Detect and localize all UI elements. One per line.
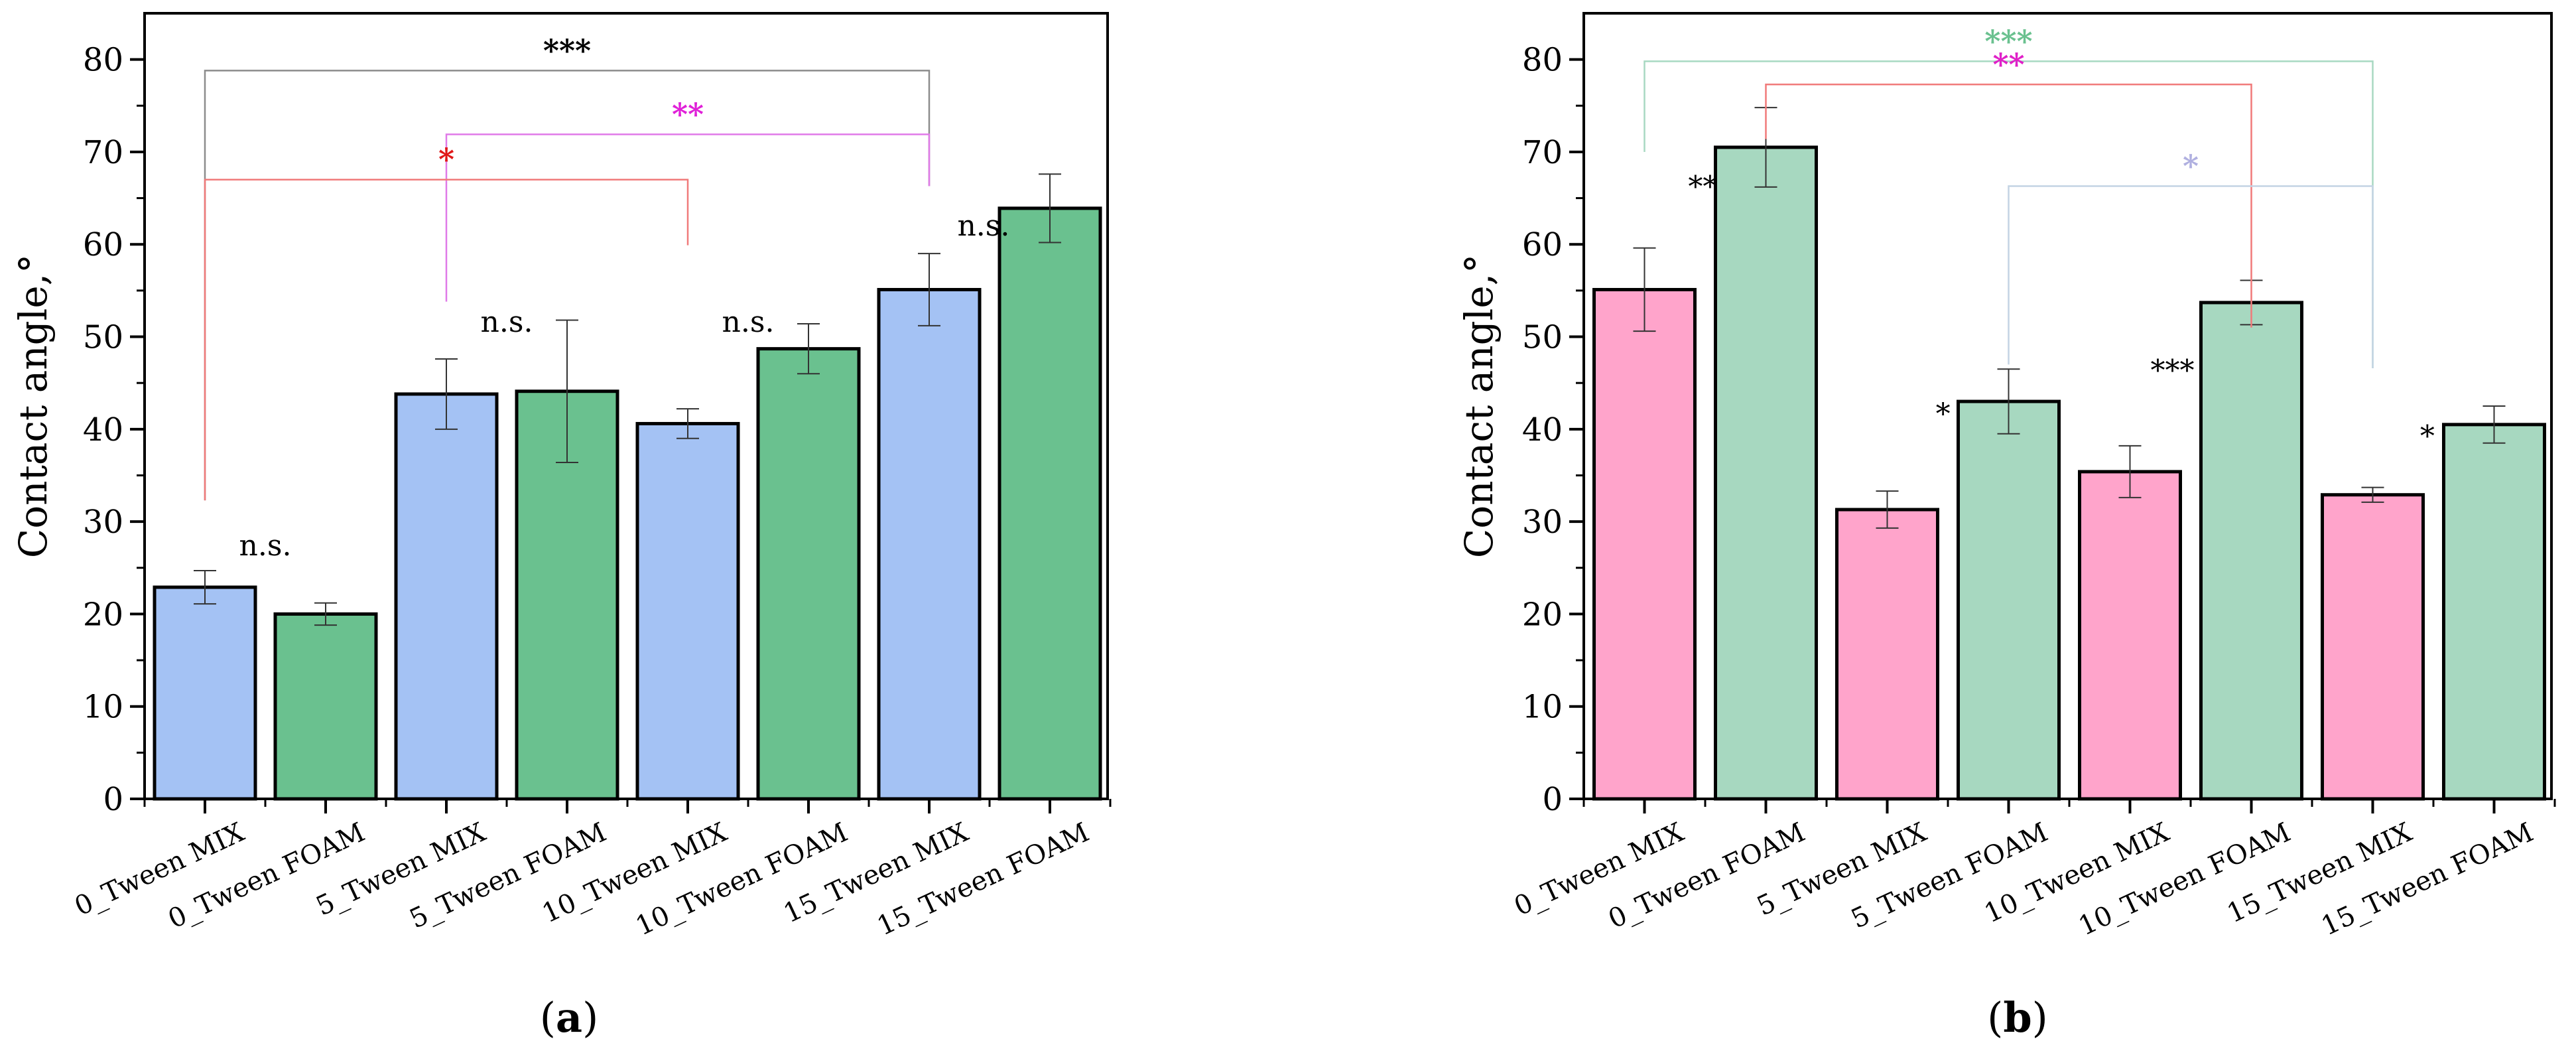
y-tick-label: 80 xyxy=(1522,42,1563,79)
bar xyxy=(1835,508,1939,801)
bar xyxy=(153,585,257,801)
bar xyxy=(1714,145,1818,801)
x-tick-label: 15_Tween FOAM xyxy=(873,817,1094,942)
y-tick-label: 0 xyxy=(1542,781,1563,818)
y-tick-label: 40 xyxy=(83,411,123,449)
bar xyxy=(2199,301,2303,801)
y-tick-label: 40 xyxy=(1522,411,1563,449)
x-tick-label: 10_Tween FOAM xyxy=(2074,817,2295,942)
x-tick-label: 5_Tween FOAM xyxy=(1846,817,2053,934)
bar xyxy=(2078,470,2182,801)
significance-bracket xyxy=(1765,84,2252,328)
y-tick-label: 60 xyxy=(1522,226,1563,263)
y-tick-label: 70 xyxy=(83,134,123,171)
bar xyxy=(394,392,499,801)
bar xyxy=(756,347,861,801)
panel-label-letter: b xyxy=(2003,993,2031,1042)
annotation-text: n.s. xyxy=(957,209,1009,243)
x-tick-label: 0_Tween FOAM xyxy=(164,817,370,934)
y-tick-label: 70 xyxy=(1522,134,1563,171)
panel-label-close: ) xyxy=(582,993,598,1042)
x-tick-label: 10_Tween FOAM xyxy=(631,817,853,942)
y-tick-label: 10 xyxy=(83,689,123,726)
bar xyxy=(877,287,982,801)
significance-label: * xyxy=(438,142,454,178)
annotation-text: ** xyxy=(1688,170,1717,204)
panel-label-open: ( xyxy=(540,993,556,1042)
y-tick-label: 60 xyxy=(83,226,123,263)
annotation-text: *** xyxy=(2151,354,2195,388)
plot-frame xyxy=(143,12,1109,800)
significance-label: *** xyxy=(543,33,591,68)
panel-b: 0 10 20 30 40 50 60 70 80 Contact angle,° 0_Tween … xyxy=(1456,12,2556,1042)
significance-bracket xyxy=(204,178,689,501)
y-tick-label: 0 xyxy=(103,781,123,818)
y-tick-label: 20 xyxy=(1522,596,1563,633)
x-tick-label: 5_Tween FOAM xyxy=(405,817,612,934)
y-tick-label: 50 xyxy=(83,319,123,356)
panel-label-close: ) xyxy=(2032,993,2048,1042)
annotation-text: * xyxy=(2420,420,2435,454)
y-tick-label: 80 xyxy=(83,42,123,79)
annotation-text: n.s. xyxy=(239,529,292,563)
significance-label: ** xyxy=(1992,46,2024,82)
panel-label: (a) xyxy=(540,993,599,1042)
panel-a: 0 10 20 30 40 50 60 70 80 Contact angle,° 0_Tween … xyxy=(11,12,1112,1042)
y-tick-label: 30 xyxy=(1522,504,1563,541)
bar xyxy=(2321,493,2425,801)
x-tick-label: 15_Tween FOAM xyxy=(2317,817,2538,942)
y-tick-label: 50 xyxy=(1522,319,1563,356)
bar xyxy=(635,421,740,801)
significance-label: *** xyxy=(1984,23,2032,59)
plot-frame xyxy=(1582,12,2553,800)
annotation-text: * xyxy=(1936,397,1951,431)
significance-label: * xyxy=(2183,148,2199,184)
x-tick-label: 0_Tween FOAM xyxy=(1604,817,1810,934)
significance-bracket xyxy=(445,133,931,302)
panel-label: (b) xyxy=(1987,993,2048,1042)
bar xyxy=(1957,399,2061,801)
y-axis-label: Contact angle,° xyxy=(11,254,56,558)
panel-label-open: ( xyxy=(1987,993,2003,1042)
panel-label-letter: a xyxy=(556,993,582,1042)
y-tick-label: 20 xyxy=(83,596,123,633)
significance-bracket xyxy=(2008,185,2374,368)
bar xyxy=(998,206,1102,801)
y-axis-label: Contact angle,° xyxy=(1456,254,1502,558)
annotation-text: n.s. xyxy=(481,305,533,339)
y-tick-label: 30 xyxy=(83,504,123,541)
bar xyxy=(273,612,378,801)
bar xyxy=(2442,423,2546,801)
bar xyxy=(1592,287,1697,801)
y-tick-label: 10 xyxy=(1522,689,1563,726)
annotation-text: n.s. xyxy=(722,305,775,339)
significance-label: ** xyxy=(672,96,704,132)
